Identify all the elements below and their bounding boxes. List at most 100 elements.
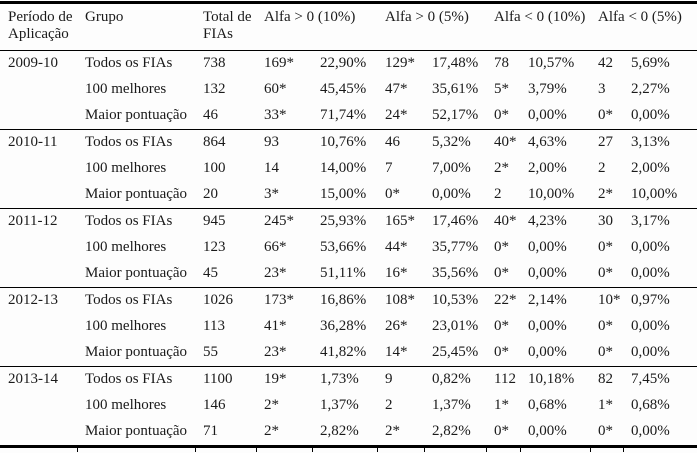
group-cell: Maior pontuação: [85, 107, 188, 123]
count-cell: 7: [385, 160, 393, 176]
col-header-alpha-lt0-10: Alfa < 0 (10%): [494, 9, 586, 25]
count-cell: 46: [385, 134, 401, 150]
percent-cell: 17,46%: [432, 213, 479, 229]
group-cell: Todos os FIAs: [85, 292, 173, 308]
percent-cell: 10,57%: [528, 55, 575, 71]
percent-cell: 10,00%: [528, 186, 575, 202]
count-cell: 0*: [385, 186, 401, 202]
percent-cell: 2,00%: [528, 160, 567, 176]
total-cell: 100: [203, 160, 226, 176]
period-block: 2011-12 Todos os FIAs 945 245* 25,93% 165* 17,…: [0, 208, 697, 288]
percent-cell: 1,37%: [432, 397, 471, 413]
count-cell: 2*: [264, 423, 279, 439]
count-cell: 0*: [494, 265, 510, 281]
group-cell: Maior pontuação: [85, 265, 188, 281]
table-row: Maior pontuação 46 33* 71,74% 24* 52,17% 0* 0,0…: [0, 103, 697, 130]
count-cell: 1*: [598, 397, 614, 413]
percent-cell: 0,00%: [528, 318, 567, 334]
count-cell: 2: [494, 186, 502, 202]
total-cell: 20: [203, 186, 218, 202]
percent-cell: 0,00%: [528, 423, 567, 439]
count-cell: 0*: [598, 265, 614, 281]
count-cell: 41*: [264, 318, 287, 334]
percent-cell: 2,27%: [631, 81, 670, 97]
count-cell: 169*: [264, 55, 294, 71]
total-cell: 945: [203, 213, 226, 229]
percent-cell: 0,00%: [432, 186, 471, 202]
group-cell: 100 melhores: [85, 397, 167, 413]
count-cell: 93: [264, 134, 279, 150]
percent-cell: 5,32%: [432, 134, 471, 150]
count-cell: 14: [264, 160, 279, 176]
count-cell: 0*: [494, 239, 510, 255]
group-cell: 100 melhores: [85, 81, 167, 97]
percent-cell: 35,77%: [432, 239, 479, 255]
percent-cell: 0,00%: [631, 318, 670, 334]
count-cell: 44*: [385, 239, 408, 255]
percent-cell: 0,00%: [631, 344, 670, 360]
percent-cell: 10,76%: [320, 134, 367, 150]
percent-cell: 23,01%: [432, 318, 479, 334]
count-cell: 42: [598, 55, 614, 71]
percent-cell: 25,45%: [432, 344, 479, 360]
group-cell: Maior pontuação: [85, 186, 188, 202]
count-cell: 27: [598, 134, 614, 150]
count-cell: 60*: [264, 81, 287, 97]
percent-cell: 0,00%: [528, 107, 567, 123]
period-cell: 2013-14: [8, 371, 58, 387]
count-cell: 2: [385, 397, 393, 413]
count-cell: 16*: [385, 265, 408, 281]
percent-cell: 35,61%: [432, 81, 479, 97]
percent-cell: 7,00%: [432, 160, 471, 176]
col-header-period: Período de Aplicação: [8, 9, 73, 42]
count-cell: 14*: [385, 344, 408, 360]
total-cell: 1100: [203, 371, 233, 387]
count-cell: 112: [494, 371, 516, 387]
count-cell: 0*: [598, 239, 614, 255]
table-header: Período de Aplicação Grupo Total de FIAs…: [0, 3, 697, 51]
percent-cell: 1,37%: [320, 397, 359, 413]
count-cell: 3: [598, 81, 606, 97]
count-cell: 0*: [494, 107, 510, 123]
count-cell: 82: [598, 371, 614, 387]
percent-cell: 0,00%: [631, 265, 670, 281]
period-cell: 2010-11: [8, 134, 58, 150]
period-cell: 2009-10: [8, 55, 58, 71]
percent-cell: 15,00%: [320, 186, 367, 202]
percent-cell: 1,73%: [320, 371, 359, 387]
total-cell: 45: [203, 265, 218, 281]
percent-cell: 4,63%: [528, 134, 567, 150]
count-cell: 5*: [494, 81, 510, 97]
count-cell: 245*: [264, 213, 294, 229]
total-cell: 132: [203, 81, 226, 97]
percent-cell: 0,00%: [528, 239, 567, 255]
period-block: 2012-13 Todos os FIAs 1026 173* 16,86% 108* 10…: [0, 287, 697, 367]
col-header-total-fias: Total de FIAs: [203, 9, 252, 42]
percent-cell: 2,14%: [528, 292, 567, 308]
total-cell: 55: [203, 344, 218, 360]
count-cell: 0*: [598, 344, 614, 360]
percent-cell: 3,13%: [631, 134, 670, 150]
total-cell: 71: [203, 423, 218, 439]
table-row: 100 melhores 113 41* 36,28% 26* 23,01% 0* 0,00%…: [0, 314, 697, 340]
count-cell: 2*: [264, 397, 279, 413]
count-cell: 26*: [385, 318, 408, 334]
count-cell: 0*: [598, 107, 614, 123]
count-cell: 19*: [264, 371, 287, 387]
total-cell: 123: [203, 239, 226, 255]
count-cell: 30: [598, 213, 614, 229]
table-row: 2009-10 Todos os FIAs 738 169* 22,90% 129* 17,…: [0, 51, 697, 78]
table-row: Maior pontuação 45 23* 51,11% 16* 35,56% 0* 0,0…: [0, 261, 697, 288]
percent-cell: 2,00%: [631, 160, 670, 176]
percent-cell: 45,45%: [320, 81, 367, 97]
percent-cell: 0,68%: [528, 397, 567, 413]
group-cell: Todos os FIAs: [85, 371, 173, 387]
percent-cell: 5,69%: [631, 55, 670, 71]
percent-cell: 10,53%: [432, 292, 479, 308]
table-row: 100 melhores 100 14 14,00% 7 7,00% 2* 2,00% 2 2,0…: [0, 156, 697, 182]
percent-cell: 10,00%: [631, 186, 678, 202]
percent-cell: 7,45%: [631, 371, 670, 387]
count-cell: 173*: [264, 292, 294, 308]
bottom-rule-ticks: [0, 446, 697, 452]
